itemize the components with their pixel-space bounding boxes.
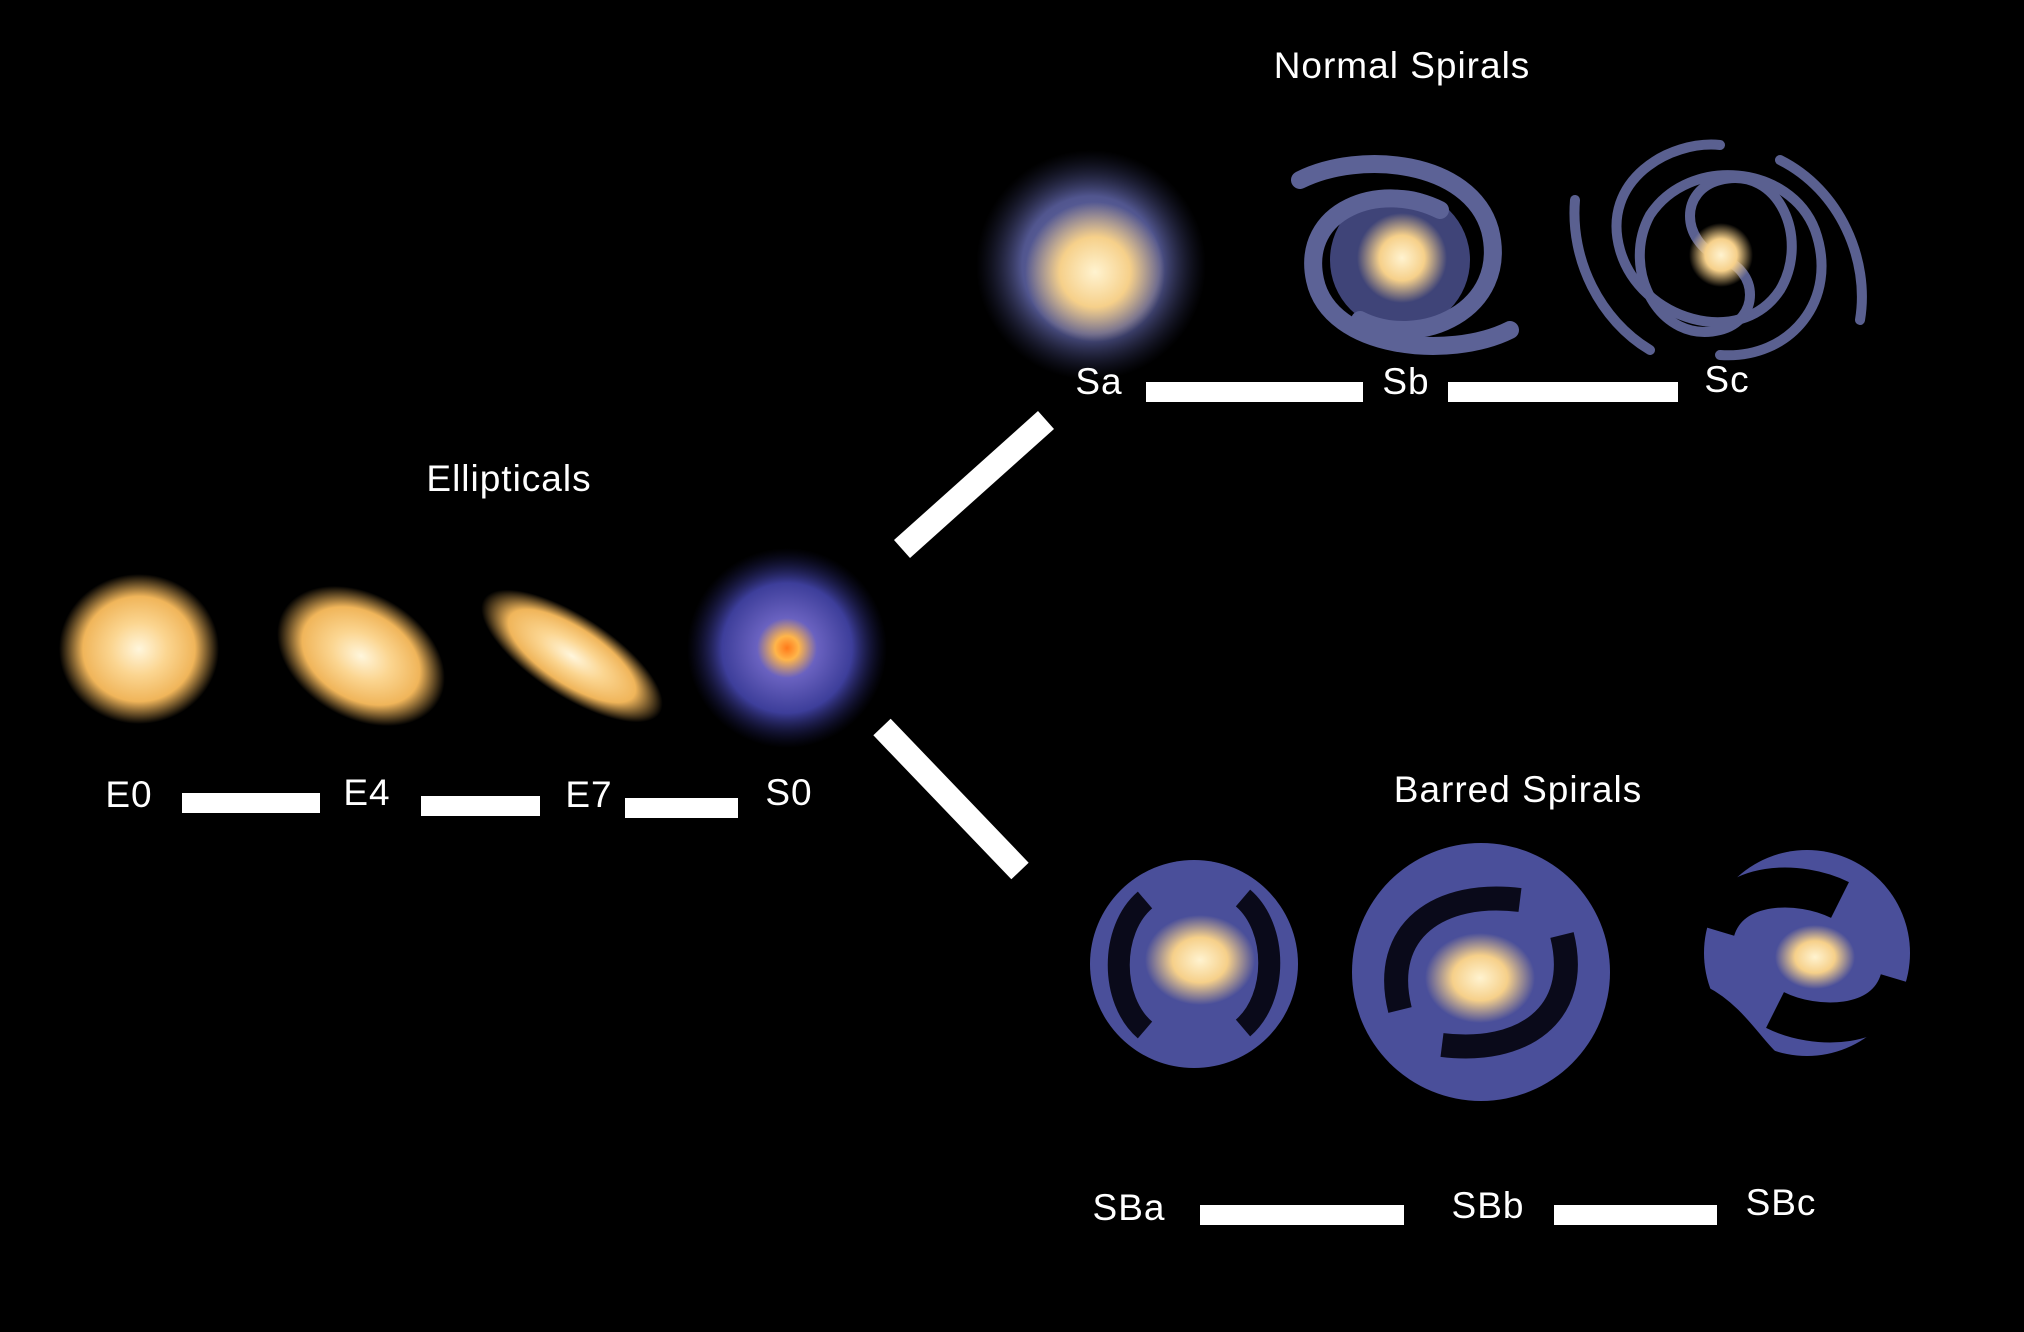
node-label: E7 <box>565 774 612 815</box>
node-label: E0 <box>105 774 152 815</box>
node-label: SBa <box>1093 1187 1166 1228</box>
connector <box>1448 382 1678 402</box>
group-title: Normal Spirals <box>1274 45 1531 86</box>
galaxy-sa <box>976 150 1206 380</box>
connector <box>1554 1205 1717 1225</box>
connector <box>625 798 738 818</box>
node-label: S0 <box>765 772 812 813</box>
group-title: Ellipticals <box>426 458 591 499</box>
connector <box>182 793 320 813</box>
node-label: Sb <box>1382 361 1429 402</box>
connector <box>1146 382 1363 402</box>
connector <box>421 796 540 816</box>
node-label: Sa <box>1075 361 1122 402</box>
connector <box>1200 1205 1404 1225</box>
node-label: E4 <box>343 772 390 813</box>
galaxy-e0 <box>59 574 219 724</box>
node-label: SBb <box>1452 1185 1525 1226</box>
node-label: SBc <box>1746 1182 1817 1223</box>
node-label: Sc <box>1704 359 1749 400</box>
galaxy-s0 <box>687 548 887 748</box>
diagram: Ellipticals Normal Spirals Barred Spiral… <box>0 0 2024 1332</box>
galaxy-sbb <box>1352 843 1610 1101</box>
galaxy-sba <box>1090 860 1298 1068</box>
page: Ellipticals Normal Spirals Barred Spiral… <box>0 0 2024 1332</box>
group-title: Barred Spirals <box>1394 769 1642 810</box>
